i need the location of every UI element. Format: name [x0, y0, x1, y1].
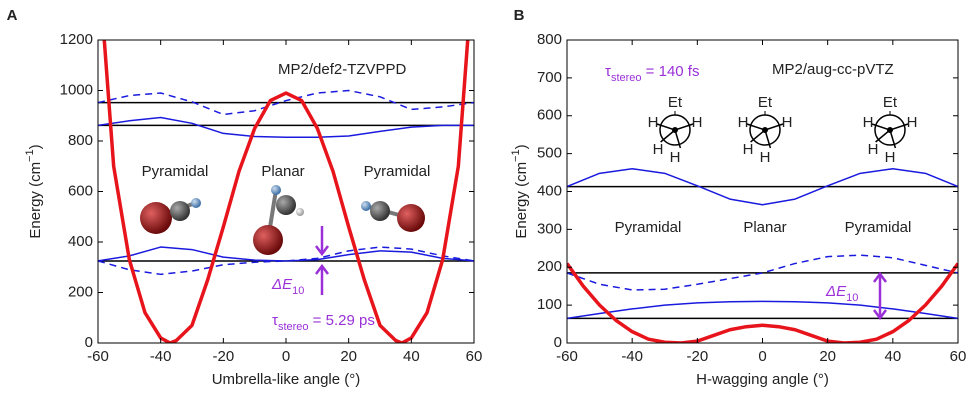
x-tick-label: 20 [340, 348, 357, 365]
plot-frame [98, 40, 474, 343]
y-tick-label: 400 [68, 233, 93, 250]
y-axis-label-text: Energy (cm [27, 162, 44, 239]
region-label: Planar [261, 163, 304, 180]
newman-label: H [885, 149, 896, 166]
plot-area [98, 40, 474, 343]
region-label: Pyramidal [615, 219, 682, 236]
x-tick-label: 60 [466, 348, 483, 365]
y-tick-label: 500 [537, 145, 562, 162]
tau-value: = 140 fs [642, 63, 700, 80]
wavefunction [98, 247, 474, 261]
newman-label: H [863, 114, 874, 131]
figure: -60-40-200204060020040060080010001200AUm… [0, 0, 969, 395]
y-axis-label-close: ) [27, 144, 44, 149]
delta-symbol: ΔE [825, 283, 847, 300]
plot-frame [567, 40, 958, 343]
region-label: Pyramidal [845, 219, 912, 236]
newman-label: H [907, 114, 918, 131]
x-tick-label: -20 [212, 348, 234, 365]
y-tick-label: 100 [537, 296, 562, 313]
x-tick-label: -40 [621, 348, 643, 365]
newman-label: Et [668, 94, 683, 111]
y-tick-label: 400 [537, 182, 562, 199]
region-label: Pyramidal [142, 163, 209, 180]
y-tick-label: 600 [68, 182, 93, 199]
y-tick-label: 700 [537, 69, 562, 86]
x-tick-label: -40 [150, 348, 172, 365]
wavefunction [98, 118, 474, 138]
tau-sub: stereo [278, 321, 309, 333]
tau-sub: stereo [611, 72, 642, 84]
y-tick-label: 1200 [60, 31, 93, 48]
x-tick-label: 0 [282, 348, 290, 365]
y-axis-label-close: ) [513, 144, 530, 149]
newman-label: H [743, 141, 754, 158]
tau-label: τstereo = 5.29 ps [272, 312, 375, 333]
region-label: Planar [743, 219, 786, 236]
x-tick-label: -20 [686, 348, 708, 365]
x-tick-label: 0 [758, 348, 766, 365]
x-axis-label: Umbrella-like angle (°) [212, 371, 361, 388]
delta-label: ΔE10 [825, 283, 858, 304]
region-label: Pyramidal [364, 163, 431, 180]
y-tick-label: 0 [554, 334, 562, 351]
newman-label: H [782, 114, 793, 131]
y-axis-label: Energy (cm−1) [510, 144, 530, 238]
tau-label: τstereo = 140 fs [605, 63, 699, 84]
newman-label: H [738, 114, 749, 131]
x-tick-label: 60 [950, 348, 967, 365]
wavefunction [567, 301, 958, 318]
y-axis-label-sup: −1 [24, 149, 36, 162]
y-tick-label: 200 [537, 258, 562, 275]
y-tick-label: 800 [68, 132, 93, 149]
potential-curve [104, 40, 467, 343]
panel-label: A [7, 7, 18, 24]
newman-label: H [692, 114, 703, 131]
y-tick-label: 200 [68, 283, 93, 300]
x-tick-label: 40 [884, 348, 901, 365]
newman-label: H [868, 141, 879, 158]
y-axis-label-sup: −1 [510, 149, 522, 162]
y-tick-label: 0 [85, 334, 93, 351]
method-label: MP2/def2-TZVPPD [278, 61, 407, 78]
y-tick-label: 1000 [60, 81, 93, 98]
newman-label: Et [758, 94, 773, 111]
newman-label: H [648, 114, 659, 131]
y-axis-label-text: Energy (cm [513, 162, 530, 239]
plot-area [567, 169, 958, 343]
tau-value: = 5.29 ps [309, 312, 375, 329]
newman-label: H [760, 149, 771, 166]
potential-curve [567, 263, 958, 343]
x-tick-label: 40 [403, 348, 420, 365]
newman-label: H [670, 149, 681, 166]
delta-label: ΔE10 [271, 276, 304, 297]
method-label: MP2/aug-cc-pVTZ [772, 61, 894, 78]
x-tick-label: 20 [819, 348, 836, 365]
panel-label: B [514, 7, 525, 24]
y-tick-label: 300 [537, 220, 562, 237]
newman-label: H [653, 141, 664, 158]
delta-symbol: ΔE [271, 276, 293, 293]
newman-label: Et [883, 94, 898, 111]
delta-sub: 10 [846, 292, 858, 304]
molecules [140, 185, 425, 255]
y-tick-label: 600 [537, 107, 562, 124]
y-axis-label: Energy (cm−1) [24, 144, 44, 238]
delta-sub: 10 [292, 285, 304, 297]
x-axis-label: H-wagging angle (°) [696, 371, 829, 388]
y-tick-label: 800 [537, 31, 562, 48]
